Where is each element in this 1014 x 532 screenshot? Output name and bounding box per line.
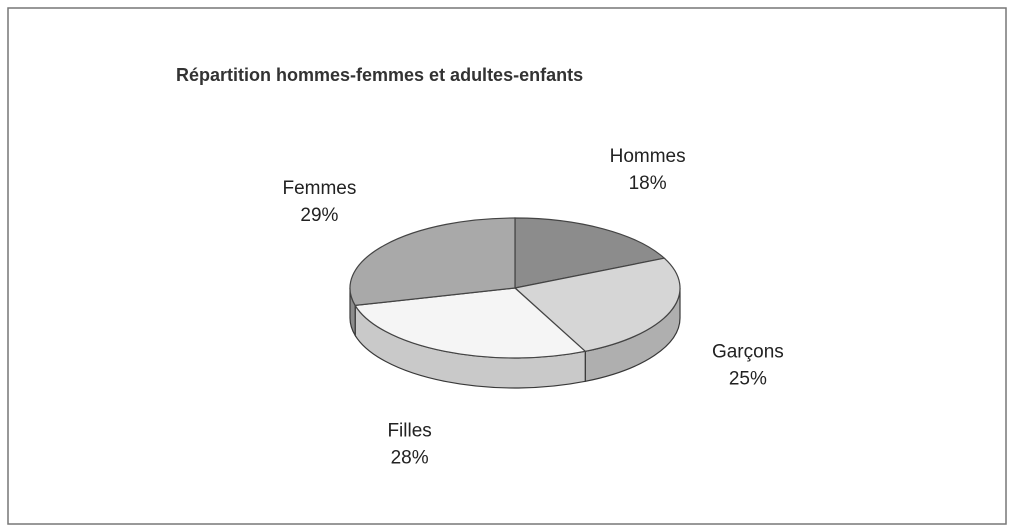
slice-label: Garçons xyxy=(712,341,784,362)
pie-slice xyxy=(349,217,516,307)
slice-label: Femmes xyxy=(282,178,356,199)
slice-value-label: 29% xyxy=(300,205,338,226)
pie-slice xyxy=(514,217,666,289)
slice-label: Hommes xyxy=(610,146,686,167)
chart-title: Répartition hommes-femmes et adultes-enf… xyxy=(176,65,583,85)
pie-slice xyxy=(513,257,681,352)
slice-value-label: 18% xyxy=(629,173,667,194)
pie-slice xyxy=(354,287,587,359)
slice-value-label: 28% xyxy=(391,448,429,469)
slice-value-label: 25% xyxy=(729,368,767,389)
slice-label: Filles xyxy=(387,421,431,442)
